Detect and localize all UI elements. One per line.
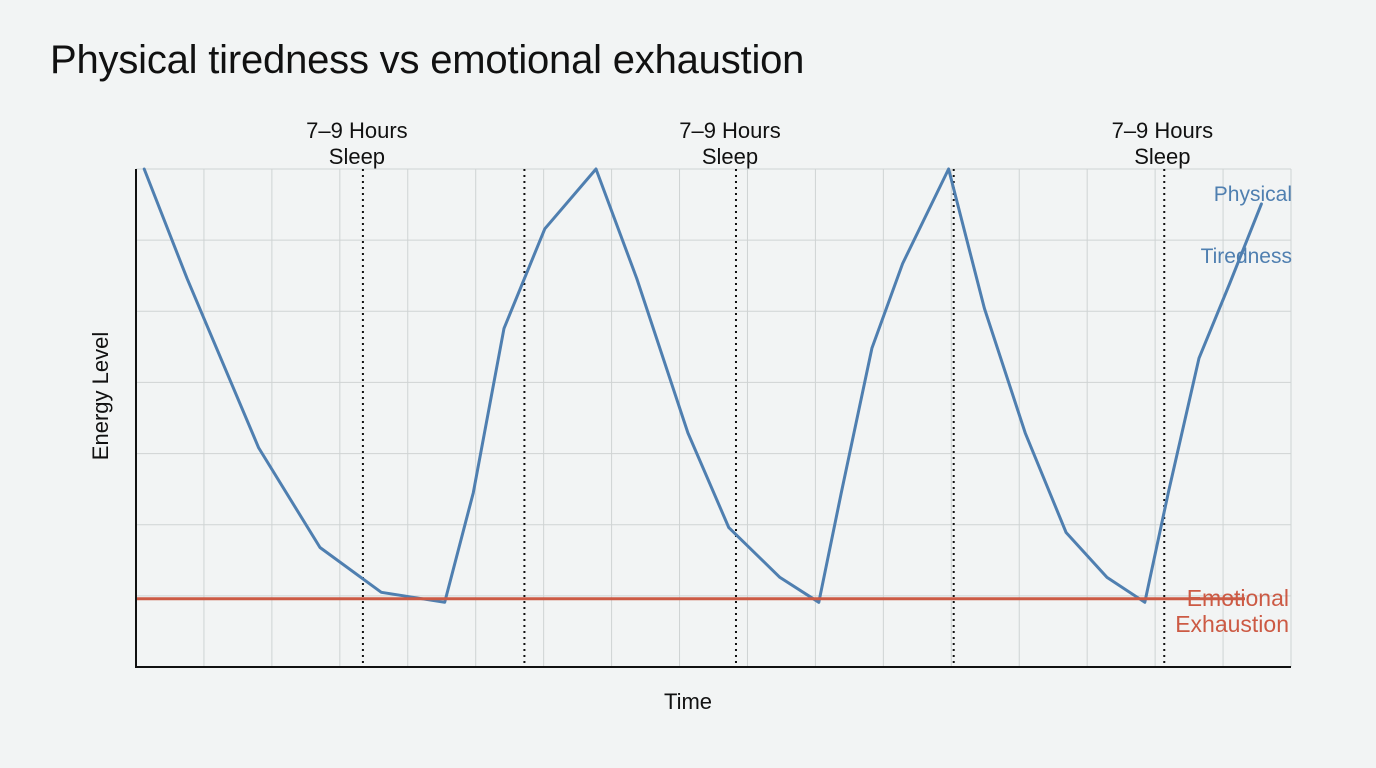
sleep-annotation-label: Sleep <box>1134 144 1190 169</box>
physical-tiredness-line <box>142 167 1263 604</box>
sleep-annotation-label: Sleep <box>329 144 385 169</box>
sleep-annotation-label: 7–9 Hours <box>1112 118 1214 143</box>
legend-physical-tiredness-line1: Physical <box>1214 183 1292 206</box>
legend-emotional-exhaustion-line2: Exhaustion <box>1175 611 1289 637</box>
chart-series <box>136 167 1263 604</box>
legend-physical-tiredness-line2: Tiredness <box>1201 245 1292 268</box>
chart-grid <box>136 168 1292 667</box>
x-axis-label: Time <box>664 689 712 714</box>
legend-emotional-exhaustion-line1: Emotional <box>1187 585 1289 611</box>
chart-title: Physical tiredness vs emotional exhausti… <box>50 38 805 82</box>
sleep-annotation-label: Sleep <box>702 144 758 169</box>
sleep-annotation-label: 7–9 Hours <box>679 118 781 143</box>
y-axis-label: Energy Level <box>88 332 113 460</box>
sleep-reference-lines <box>361 169 1166 667</box>
chart-axes <box>135 169 1291 668</box>
sleep-annotation-label: 7–9 Hours <box>306 118 408 143</box>
